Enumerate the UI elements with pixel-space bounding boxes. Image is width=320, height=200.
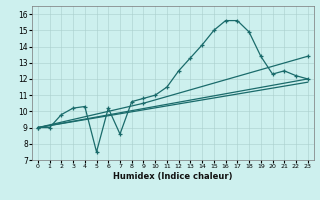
X-axis label: Humidex (Indice chaleur): Humidex (Indice chaleur) — [113, 172, 233, 181]
